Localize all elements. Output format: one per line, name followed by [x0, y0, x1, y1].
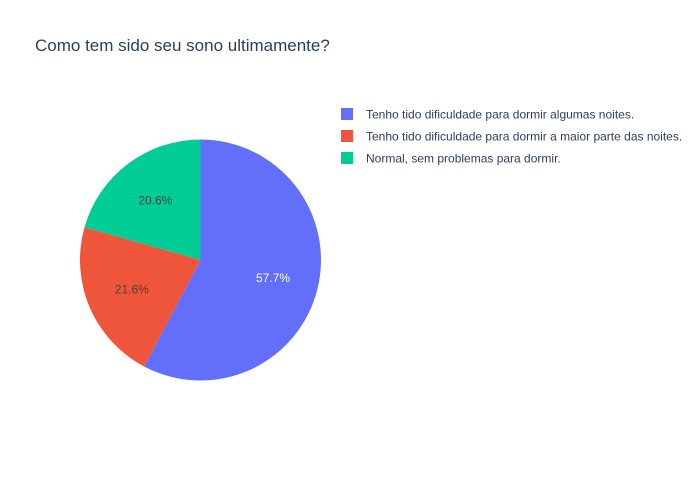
pie-slice-2[interactable]	[79, 227, 201, 367]
legend-swatch-1	[341, 108, 353, 120]
legend: Tenho tido dificuldade para dormir algum…	[341, 108, 682, 166]
legend-item-2[interactable]: Tenho tido dificuldade para dormir a mai…	[341, 130, 682, 144]
pie-slice-label-1: 57.7%	[256, 271, 290, 285]
pie-slice-labels: 57.7% 21.6% 20.6%	[115, 193, 291, 296]
legend-label-1: Tenho tido dificuldade para dormir algum…	[366, 108, 634, 122]
legend-item-3[interactable]: Normal, sem problemas para dormir.	[341, 152, 561, 166]
pie-slice-1[interactable]	[144, 139, 321, 381]
pie-slice-3[interactable]	[84, 139, 201, 261]
pie-slices	[79, 139, 321, 381]
chart-title: Como tem sido seu sono ultimamente?	[35, 36, 330, 55]
legend-label-3: Normal, sem problemas para dormir.	[366, 152, 561, 166]
legend-item-1[interactable]: Tenho tido dificuldade para dormir algum…	[341, 108, 634, 122]
pie-slice-label-2: 21.6%	[115, 282, 149, 296]
pie-slice-label-3: 20.6%	[138, 193, 172, 207]
legend-swatch-3	[341, 152, 353, 164]
legend-label-2: Tenho tido dificuldade para dormir a mai…	[366, 130, 682, 144]
legend-swatch-2	[341, 130, 353, 142]
